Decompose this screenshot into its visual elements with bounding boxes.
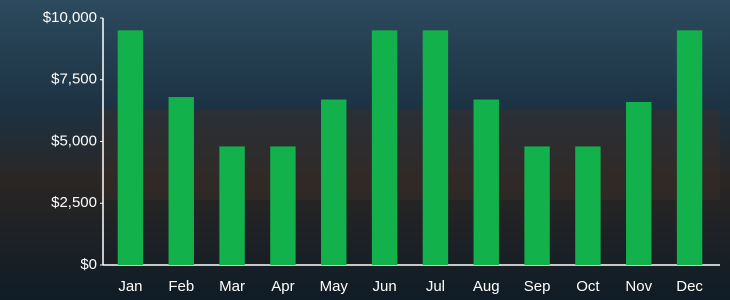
page: $0 $2,500 $5,000 $7,500 $10,000 Jan Feb Mar Apr M… bbox=[0, 0, 730, 300]
x-tick-label: Jun bbox=[372, 278, 396, 295]
bar bbox=[219, 146, 244, 265]
x-tick-label: Jul bbox=[426, 278, 445, 295]
y-tick-label: $7,500 bbox=[51, 71, 97, 88]
bar bbox=[677, 30, 702, 265]
x-tick-label: Apr bbox=[271, 278, 294, 295]
x-tick-label: Oct bbox=[576, 278, 600, 295]
bar bbox=[626, 102, 651, 265]
bar bbox=[575, 146, 600, 265]
bar bbox=[270, 146, 295, 265]
bar bbox=[474, 100, 499, 265]
x-tick-label: May bbox=[320, 278, 349, 295]
y-tick-label: $10,000 bbox=[43, 9, 97, 26]
bar bbox=[321, 100, 346, 265]
x-tick-label: Aug bbox=[473, 278, 500, 295]
y-tick-label: $2,500 bbox=[51, 194, 97, 211]
y-tick-label: $0 bbox=[80, 256, 97, 273]
bar bbox=[524, 146, 549, 265]
y-tick-label: $5,000 bbox=[51, 132, 97, 149]
bar bbox=[372, 30, 397, 265]
bar bbox=[169, 97, 194, 265]
x-tick-label: Feb bbox=[168, 278, 194, 295]
x-tick-label: Mar bbox=[219, 278, 245, 295]
chart: $0 $2,500 $5,000 $7,500 $10,000 Jan Feb Mar Apr M… bbox=[0, 0, 730, 300]
bar bbox=[118, 30, 143, 265]
bar bbox=[423, 30, 448, 265]
x-tick-label: Jan bbox=[118, 278, 142, 295]
x-tick-label: Dec bbox=[676, 278, 703, 295]
x-tick-label: Nov bbox=[625, 278, 652, 295]
x-tick-label: Sep bbox=[524, 278, 551, 295]
